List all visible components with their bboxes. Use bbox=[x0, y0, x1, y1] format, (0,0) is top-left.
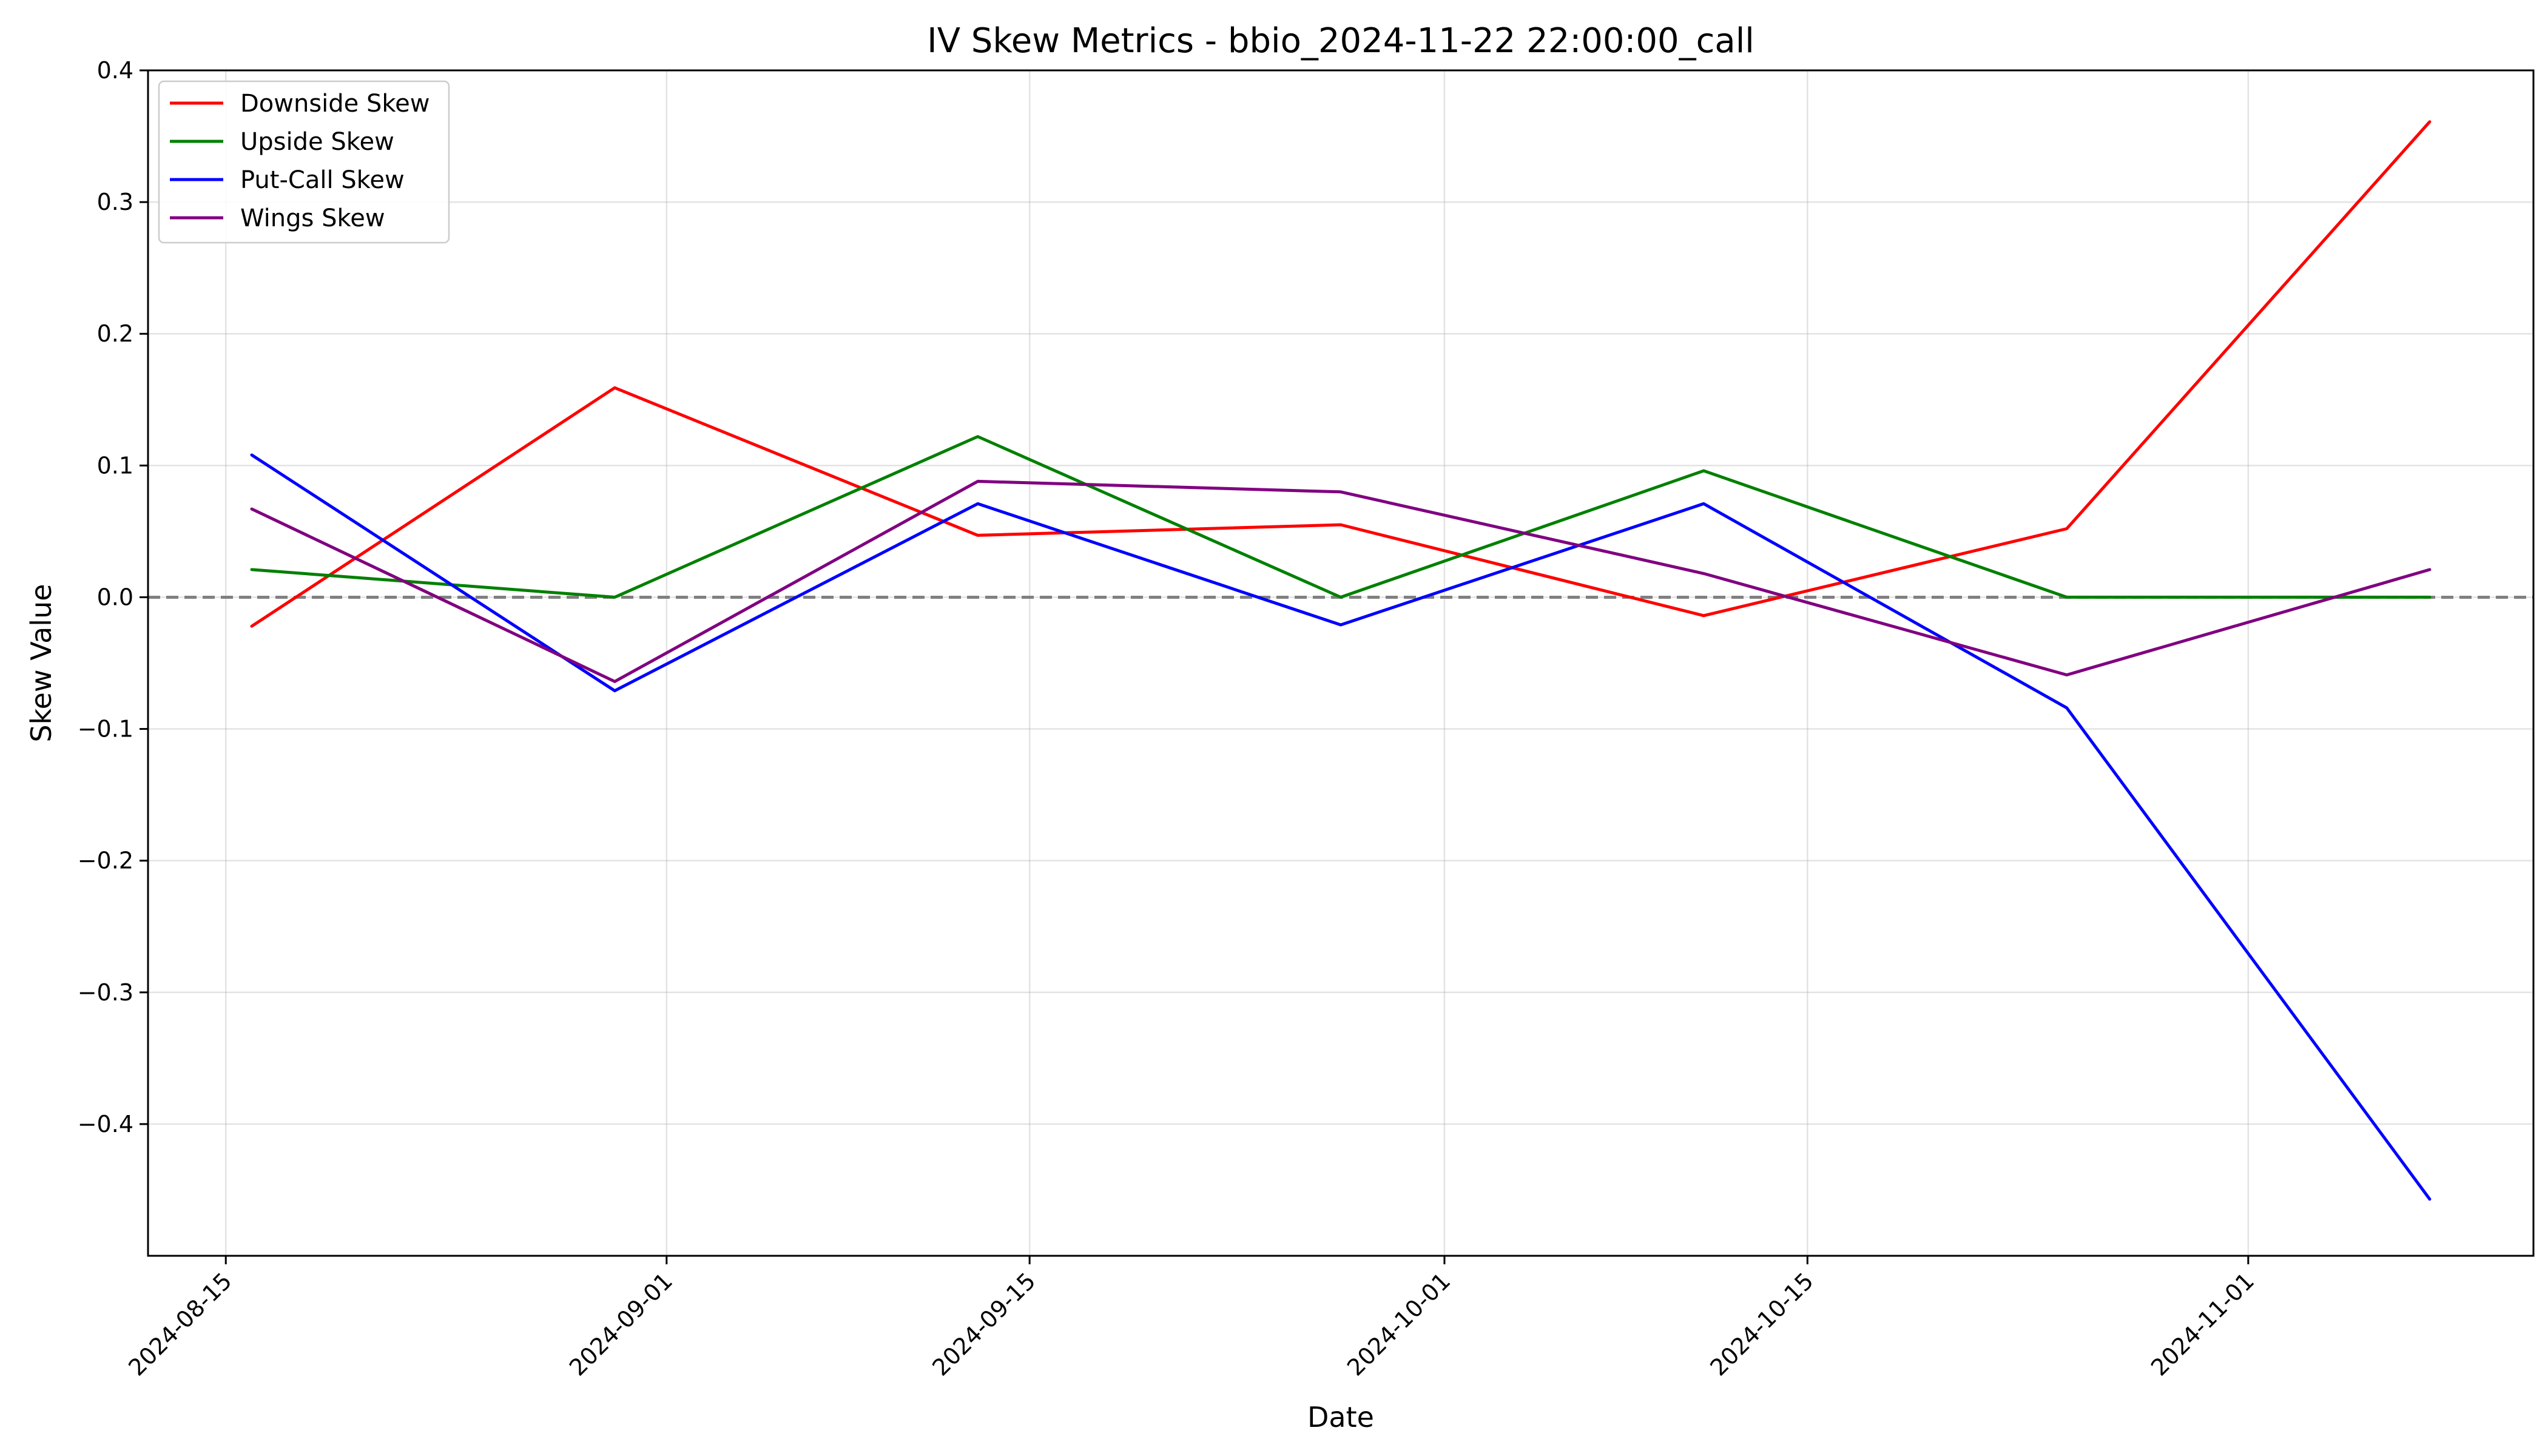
y-tick-label: −0.1 bbox=[78, 716, 133, 743]
y-tick-label: −0.2 bbox=[78, 848, 133, 874]
y-tick-label: 0.2 bbox=[97, 320, 133, 347]
series-line-wings-skew bbox=[250, 479, 2432, 683]
grid bbox=[148, 69, 2533, 1256]
series-lines bbox=[250, 120, 2432, 1201]
x-tick-label: 2024-09-01 bbox=[564, 1267, 678, 1381]
y-tick-label: 0.1 bbox=[97, 452, 133, 479]
chart-title: IV Skew Metrics - bbio_2024-11-22 22:00:… bbox=[927, 21, 1754, 61]
y-tick-label: 0.3 bbox=[97, 189, 133, 215]
axis-ticks: 0.4 0.3 0.2 0.1 0.0 −0.1 −0.2 −0.3 −0.4 2024-08-1… bbox=[78, 57, 2260, 1381]
legend: Downside Skew Upside Skew Put-Call Skew Win… bbox=[158, 80, 450, 244]
y-tick-label: −0.3 bbox=[78, 979, 133, 1006]
series-line-downside-skew bbox=[250, 120, 2432, 628]
y-tick-label: 0.0 bbox=[97, 584, 133, 610]
legend-label-wings-skew: Wings Skew bbox=[240, 204, 385, 232]
y-tick-label: −0.4 bbox=[78, 1111, 133, 1138]
x-axis-label: Date bbox=[1307, 1401, 1374, 1434]
series-line-upside-skew bbox=[250, 435, 2432, 599]
x-tick-label: 2024-10-01 bbox=[1342, 1267, 1455, 1381]
y-tick-label: 0.4 bbox=[97, 57, 133, 84]
x-tick-label: 2024-10-15 bbox=[1705, 1267, 1818, 1381]
legend-box bbox=[158, 80, 450, 244]
legend-label-put-call-skew: Put-Call Skew bbox=[240, 166, 405, 194]
series-line-put-call-skew bbox=[250, 453, 2432, 1201]
legend-label-downside-skew: Downside Skew bbox=[240, 90, 430, 118]
legend-label-upside-skew: Upside Skew bbox=[240, 128, 394, 156]
plot-frame bbox=[147, 69, 2535, 1257]
x-tick-label: 2024-09-15 bbox=[927, 1267, 1040, 1381]
x-tick-label: 2024-08-15 bbox=[123, 1267, 237, 1381]
x-tick-label: 2024-11-01 bbox=[2146, 1267, 2259, 1381]
y-axis-label: Skew Value bbox=[25, 584, 58, 742]
